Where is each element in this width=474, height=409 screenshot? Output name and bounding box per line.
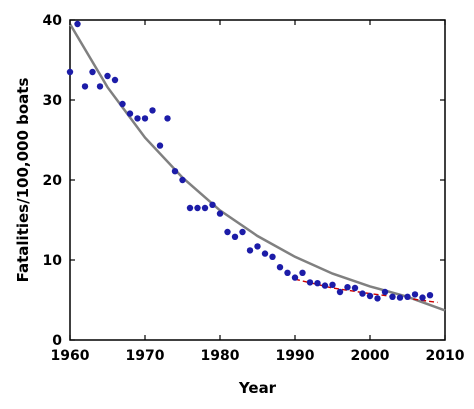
data-point-1984 <box>246 247 254 254</box>
data-point-1979 <box>209 201 216 208</box>
data-point-1970 <box>141 115 149 122</box>
data-point-1964 <box>96 83 104 90</box>
data-point-1988 <box>276 264 284 271</box>
data-point-1985 <box>254 243 261 250</box>
fitted-decay-curve <box>68 23 446 312</box>
data-point-1996 <box>336 288 344 296</box>
data-point-1992 <box>306 279 314 286</box>
data-point-2006 <box>411 291 419 298</box>
data-point-1965 <box>104 72 111 80</box>
data-point-1983 <box>239 228 246 236</box>
data-point-1978 <box>201 204 209 212</box>
data-point-1966 <box>111 76 119 84</box>
curves-layer <box>68 23 446 312</box>
data-point-2002 <box>381 288 389 296</box>
data-point-1990 <box>291 274 299 281</box>
data-point-1986 <box>261 250 269 257</box>
points-layer <box>66 20 434 302</box>
data-point-1991 <box>299 269 306 276</box>
data-point-1972 <box>156 142 164 149</box>
x-tick-label: 2010 <box>426 348 465 364</box>
data-point-1994 <box>321 282 329 289</box>
y-tick-label: 10 <box>43 253 63 269</box>
data-point-2008 <box>426 292 434 299</box>
data-point-1998 <box>351 284 359 292</box>
data-point-1969 <box>134 115 141 122</box>
data-point-2003 <box>389 293 396 300</box>
y-axis-label: Fatalities/100,000 boats <box>14 78 32 283</box>
data-point-1973 <box>164 115 171 122</box>
data-point-1976 <box>186 204 194 212</box>
x-tick-label: 2000 <box>351 348 390 364</box>
y-tick-label: 30 <box>43 93 63 109</box>
data-point-1997 <box>344 284 351 291</box>
data-point-1977 <box>194 204 201 212</box>
x-axis-label: Year <box>238 379 277 397</box>
data-point-2004 <box>396 294 404 301</box>
data-point-1963 <box>89 68 96 76</box>
data-point-1993 <box>314 280 321 287</box>
data-point-1961 <box>74 20 81 28</box>
x-tick-label: 1990 <box>276 348 315 364</box>
data-point-1982 <box>231 233 239 240</box>
data-point-1995 <box>329 281 336 288</box>
data-point-1975 <box>179 176 186 184</box>
data-point-1971 <box>149 107 156 114</box>
y-tick-label: 40 <box>43 13 63 29</box>
ticks-layer: 1960 1970 1980 1990 2000 2010 0 10 20 30 40 <box>43 13 465 364</box>
data-point-1962 <box>81 83 89 90</box>
data-point-1981 <box>224 228 231 236</box>
data-point-1967 <box>119 100 126 108</box>
data-point-2005 <box>404 293 411 300</box>
data-point-1987 <box>269 253 276 260</box>
data-point-1980 <box>216 210 224 217</box>
data-point-1989 <box>284 269 291 276</box>
data-point-2001 <box>374 295 381 302</box>
data-point-1960 <box>66 68 74 76</box>
x-tick-label: 1960 <box>51 348 90 364</box>
data-point-1968 <box>126 110 134 117</box>
x-tick-label: 1970 <box>126 348 165 364</box>
data-point-2000 <box>366 292 374 300</box>
data-point-1999 <box>359 290 366 297</box>
y-tick-label: 0 <box>52 333 62 349</box>
data-point-1974 <box>171 168 179 175</box>
y-tick-label: 20 <box>43 173 63 189</box>
x-tick-label: 1980 <box>201 348 240 364</box>
data-point-2007 <box>419 294 426 301</box>
